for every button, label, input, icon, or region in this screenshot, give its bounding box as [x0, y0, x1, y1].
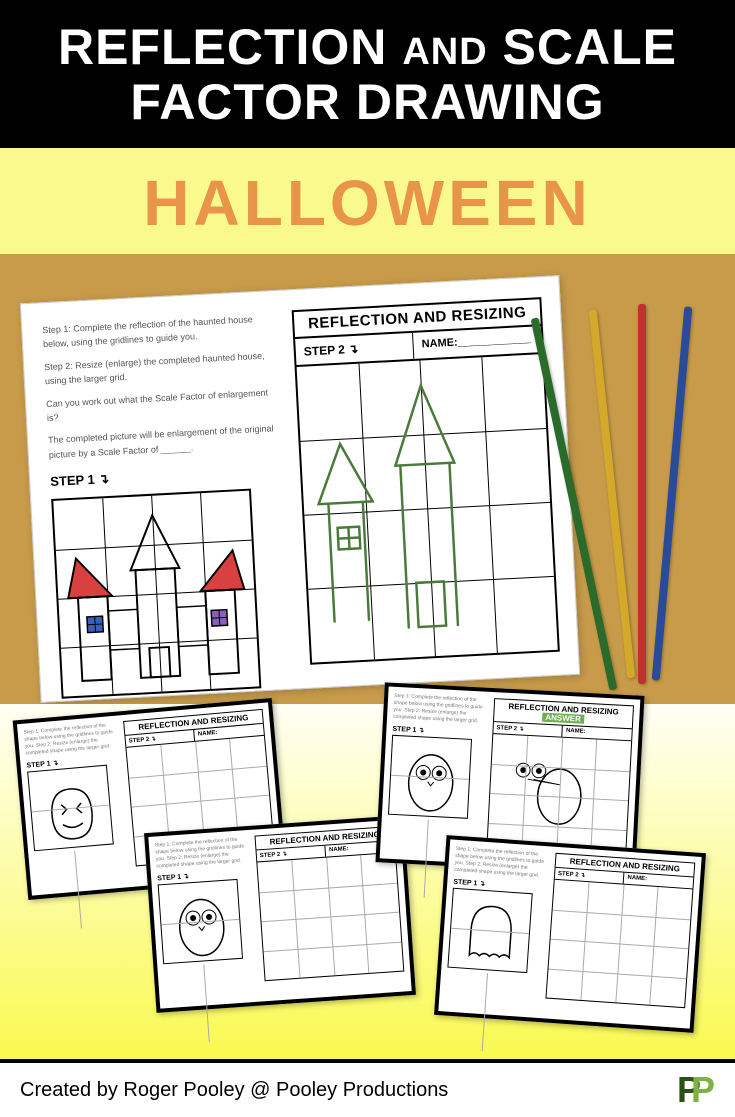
halloween-title: HALLOWEEN	[0, 166, 735, 240]
student-sketch	[297, 354, 558, 662]
pencil	[638, 304, 646, 684]
title-word-1: REFLECTION	[58, 19, 387, 75]
footer: Created by Roger Pooley @ Pooley Product…	[0, 1059, 735, 1117]
title-word-2: SCALE	[503, 19, 677, 75]
logo-p-light: P	[691, 1069, 715, 1111]
step2-grid	[295, 352, 560, 665]
instruction-question: Can you work out what the Scale Factor o…	[46, 384, 282, 425]
worksheet-right: REFLECTION AND RESIZING STEP 2 ↴ NAME:__…	[292, 297, 560, 665]
instruction-step1: Step 1: Complete the reflection of the h…	[42, 311, 278, 352]
credit-text: Created by Roger Pooley @ Pooley Product…	[20, 1079, 677, 1102]
worksheet-thumb: Step 1: Complete the reflection of the s…	[144, 815, 416, 1013]
title-and: AND	[402, 31, 487, 73]
pencil	[652, 306, 693, 680]
title-line-2: FACTOR DRAWING	[130, 74, 604, 130]
title-main: REFLECTION AND SCALE FACTOR DRAWING	[20, 20, 715, 130]
photo-section: Step 1: Complete the reflection of the h…	[0, 254, 735, 704]
haunted-house-drawing	[53, 491, 259, 697]
worksheet-left: Step 1: Complete the reflection of the h…	[42, 311, 296, 699]
instruction-blank: The completed picture will be enlargemen…	[48, 421, 284, 462]
main-worksheet: Step 1: Complete the reflection of the h…	[20, 275, 580, 703]
step1-grid	[51, 488, 261, 698]
header-black: REFLECTION AND SCALE FACTOR DRAWING	[0, 0, 735, 148]
logo: P P	[677, 1069, 715, 1111]
thumbnails-section: Step 1: Complete the reflection of the s…	[0, 704, 735, 1059]
instruction-step2: Step 2: Resize (enlarge) the completed h…	[44, 348, 280, 389]
header-yellow: HALLOWEEN	[0, 148, 735, 254]
worksheet-thumb: Step 1: Complete the reflection of the s…	[434, 835, 706, 1033]
